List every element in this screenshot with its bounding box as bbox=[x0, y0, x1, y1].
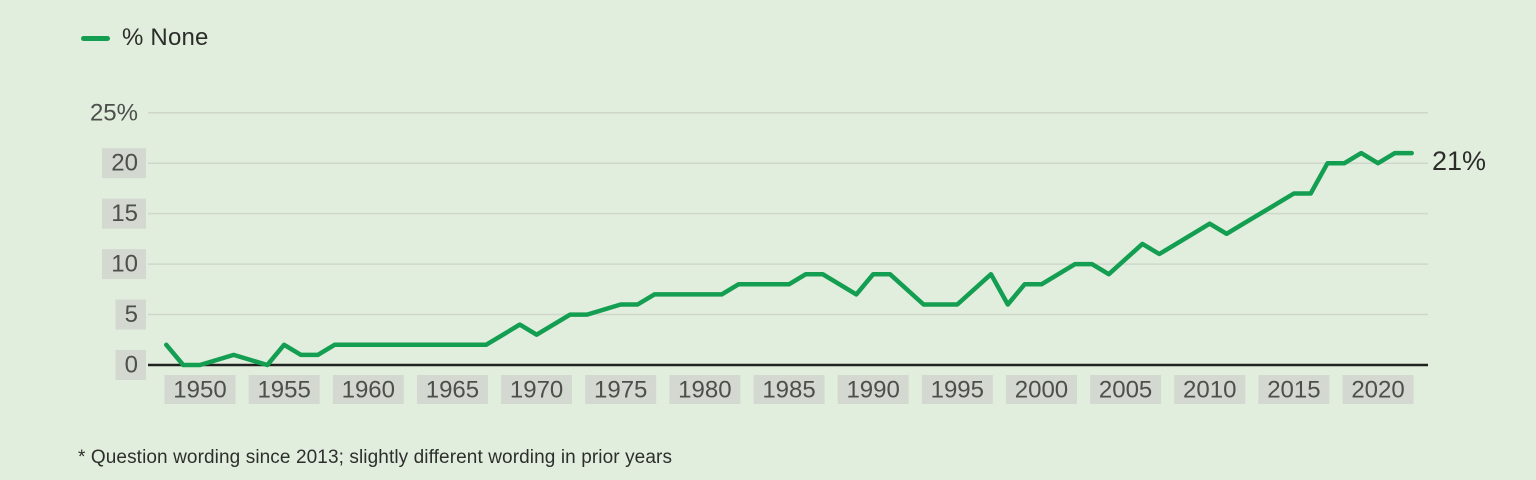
x-tick-label-1980: 1980 bbox=[678, 377, 731, 404]
x-tick-label-2020: 2020 bbox=[1351, 377, 1404, 404]
x-tick-box-1990 bbox=[837, 375, 909, 404]
x-tick-box-2000 bbox=[1005, 375, 1077, 404]
x-tick-label-1995: 1995 bbox=[931, 377, 984, 404]
x-tick-box-1950 bbox=[164, 375, 236, 404]
legend-line-swatch bbox=[81, 35, 110, 41]
x-tick-box-2015 bbox=[1258, 375, 1330, 404]
x-tick-box-1985 bbox=[753, 375, 825, 404]
x-tick-box-1955 bbox=[248, 375, 320, 404]
y-tick-label-5: 5 bbox=[125, 301, 138, 328]
y-tick-box-10 bbox=[102, 249, 146, 280]
y-tick-label-25: 25% bbox=[90, 99, 138, 126]
x-tick-label-1950: 1950 bbox=[173, 377, 226, 404]
x-tick-box-2010 bbox=[1174, 375, 1246, 404]
x-tick-label-2000: 2000 bbox=[1015, 377, 1068, 404]
y-tick-label-10: 10 bbox=[111, 251, 138, 278]
y-tick-label-20: 20 bbox=[111, 150, 138, 177]
y-tick-label-0: 0 bbox=[125, 352, 138, 379]
series-end-value-label: 21% bbox=[1432, 146, 1487, 176]
x-tick-box-1975 bbox=[585, 375, 657, 404]
footnote: * Question wording since 2013; slightly … bbox=[78, 447, 673, 468]
x-tick-label-2010: 2010 bbox=[1183, 377, 1236, 404]
x-tick-box-1995 bbox=[921, 375, 993, 404]
x-tick-label-1990: 1990 bbox=[846, 377, 899, 404]
x-tick-box-2005 bbox=[1090, 375, 1162, 404]
x-tick-box-1970 bbox=[501, 375, 573, 404]
x-tick-label-2005: 2005 bbox=[1099, 377, 1152, 404]
y-tick-label-15: 15 bbox=[111, 200, 138, 227]
x-tick-label-2015: 2015 bbox=[1267, 377, 1320, 404]
x-tick-label-1975: 1975 bbox=[594, 377, 647, 404]
x-tick-box-1965 bbox=[416, 375, 488, 404]
x-tick-box-1960 bbox=[332, 375, 404, 404]
legend-label: % None bbox=[122, 24, 209, 51]
x-tick-label-1970: 1970 bbox=[510, 377, 563, 404]
x-tick-label-1965: 1965 bbox=[426, 377, 479, 404]
y-tick-box-0 bbox=[115, 350, 146, 380]
y-tick-box-5 bbox=[115, 299, 146, 330]
y-tick-box-15 bbox=[102, 198, 146, 229]
x-tick-box-1980 bbox=[669, 375, 741, 404]
legend-item-none[interactable]: % None bbox=[81, 24, 209, 52]
x-tick-label-1955: 1955 bbox=[257, 377, 310, 404]
series-line-0[interactable] bbox=[164, 150, 1414, 368]
x-tick-label-1985: 1985 bbox=[762, 377, 815, 404]
x-tick-label-1960: 1960 bbox=[342, 377, 395, 404]
y-tick-box-20 bbox=[102, 148, 146, 179]
x-tick-box-2020 bbox=[1342, 375, 1414, 404]
